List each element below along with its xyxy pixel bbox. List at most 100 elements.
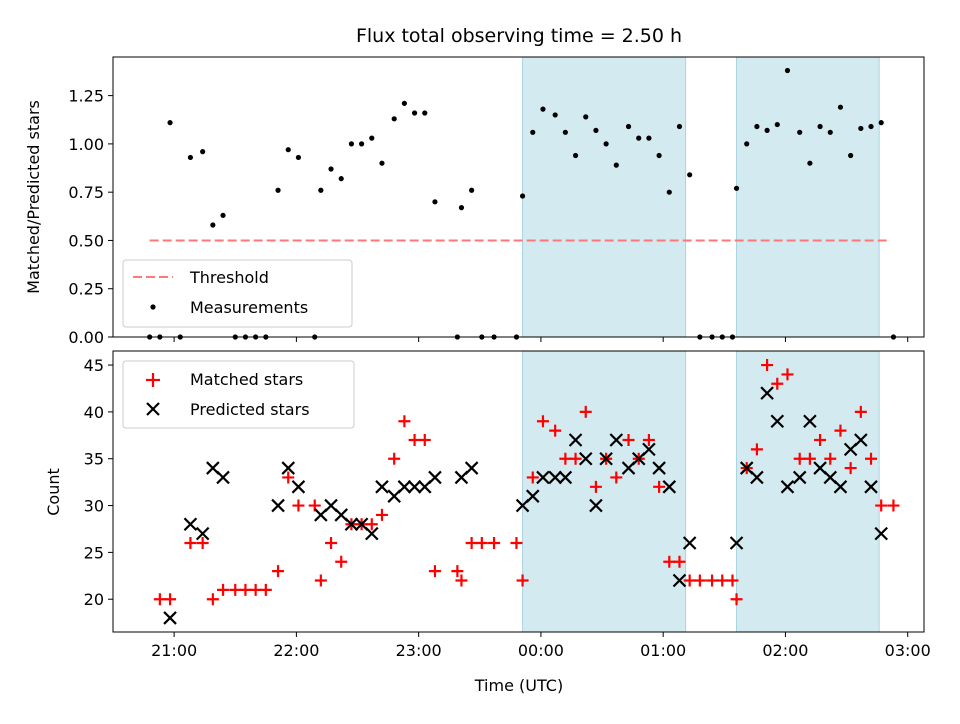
measurement-point: [583, 114, 589, 120]
matched-star-marker: [875, 499, 888, 512]
x-tick-label: 02:00: [762, 641, 808, 660]
measurement-point: [754, 123, 760, 130]
x-axis-label: Time (UTC): [474, 676, 563, 695]
bottom-x-ticks: 21:00 22:00 23:00 00:00 01:00 02:00 03:00: [151, 632, 931, 660]
y-tick-label: 0.75: [68, 183, 104, 202]
matched-star-marker: [781, 368, 794, 381]
bottom-y-ticks: 20 25 30 35 40 45: [84, 356, 113, 609]
predicted-star-marker: [568, 433, 583, 447]
chart-title: Flux total observing time = 2.50 h: [356, 25, 682, 47]
matched-star-marker: [428, 565, 441, 578]
legend-predicted-swatch: [146, 402, 160, 416]
measurement-point: [784, 67, 791, 74]
predicted-star-marker: [558, 470, 573, 485]
predicted-star-marker: [428, 470, 442, 485]
measurement-point: [458, 205, 465, 211]
matched-star-marker: [455, 574, 468, 587]
predicted-star-marker: [729, 536, 744, 550]
matched-star-marker: [196, 537, 209, 550]
matched-star-marker: [206, 593, 219, 606]
matched-star-marker: [465, 537, 478, 550]
matched-star-marker: [272, 565, 285, 578]
measurement-point: [666, 189, 672, 195]
x-tick-label: 21:00: [151, 641, 197, 660]
measurement-point: [572, 152, 579, 159]
legend-predicted-label: Predicted stars: [190, 400, 310, 419]
matched-star-marker: [451, 565, 464, 578]
matched-star-marker: [761, 359, 774, 372]
shaded-region-2: [736, 350, 880, 633]
measurement-point: [827, 129, 833, 135]
predicted-star-marker: [803, 414, 817, 429]
top-y-ticks: 0.00 0.25 0.50 0.75 1.00 1.25: [68, 87, 113, 347]
matched-star-marker: [865, 452, 878, 465]
legend-measurements-swatch: [150, 304, 156, 310]
measurement-point: [774, 121, 780, 128]
matched-star-marker: [536, 415, 549, 428]
measurement-point: [391, 116, 397, 122]
measurement-point: [348, 141, 355, 147]
top-x-ticks: [173, 337, 909, 342]
matched-star-marker: [771, 377, 784, 390]
matched-star-marker: [642, 433, 655, 446]
predicted-star-marker: [854, 433, 868, 447]
predicted-star-marker: [682, 536, 697, 550]
matched-star-marker: [887, 499, 900, 512]
x-tick-label: 00:00: [518, 641, 564, 660]
predicted-star-marker: [609, 433, 624, 447]
predicted-star-marker: [281, 461, 296, 475]
shaded-region-2: [736, 56, 880, 338]
matched-star-marker: [314, 574, 327, 587]
y-tick-label: 0.50: [68, 231, 104, 250]
matched-star-marker: [153, 593, 166, 606]
measurement-point: [401, 100, 407, 106]
measurement-point: [285, 147, 291, 153]
top-axes-frame: [112, 56, 925, 338]
predicted-star-marker: [750, 470, 764, 485]
matched-star-marker: [229, 583, 242, 596]
measurement-point: [687, 172, 693, 178]
measurement-point: [593, 127, 599, 133]
predicted-star-marker: [271, 498, 285, 513]
y-tick-label: 20: [84, 590, 104, 609]
matched-star-marker: [164, 593, 177, 606]
x-tick-label: 01:00: [640, 641, 686, 660]
shaded-region-1: [522, 56, 687, 338]
measurement-point: [318, 187, 324, 193]
predicted-star-marker: [833, 480, 848, 494]
predicted-star-marker: [407, 480, 422, 494]
predicted-star-marker: [760, 386, 774, 400]
matched-star-marker: [610, 471, 623, 484]
y-tick-label: 30: [84, 497, 104, 516]
matched-star-marker: [730, 593, 743, 606]
x-tick-label: 03:00: [885, 641, 931, 660]
y-tick-label: 1.00: [68, 135, 104, 154]
top-shaded-regions: [522, 56, 880, 338]
predicted-star-marker: [195, 526, 210, 541]
matched-star-marker: [693, 574, 706, 587]
matched-star-marker: [325, 537, 338, 550]
measurement-point: [797, 129, 803, 135]
legend-measurements-label: Measurements: [190, 298, 308, 317]
matched-star-marker: [844, 462, 857, 475]
predicted-star-marker: [163, 611, 177, 625]
predicted-star-marker: [672, 573, 687, 588]
matched-star-marker: [375, 508, 388, 521]
predicted-star-marker: [770, 414, 785, 429]
y-tick-label: 0.25: [68, 280, 104, 299]
predicted-star-marker: [780, 480, 795, 494]
measurement-point: [540, 106, 546, 112]
measurement-point: [295, 154, 302, 161]
matched-star-marker: [750, 443, 763, 456]
matched-star-marker: [292, 499, 305, 512]
measurement-point: [338, 176, 344, 182]
matched-star-marker: [803, 452, 816, 465]
measurement-point: [562, 129, 568, 135]
matched-star-marker: [388, 452, 401, 465]
matched-star-marker: [824, 452, 837, 465]
matched-star-marker: [335, 555, 348, 568]
measurement-point: [603, 141, 609, 147]
y-tick-label: 35: [84, 450, 104, 469]
measurement-point: [656, 152, 662, 159]
